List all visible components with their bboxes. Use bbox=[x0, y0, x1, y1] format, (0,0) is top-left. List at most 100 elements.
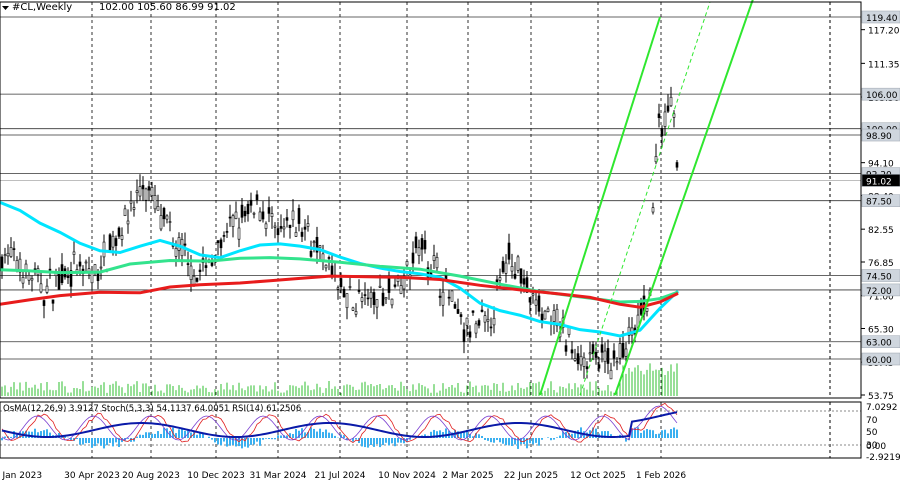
candle-body bbox=[388, 277, 390, 292]
candle-body bbox=[121, 236, 123, 240]
osma-bar bbox=[280, 435, 282, 438]
candle-body bbox=[496, 280, 498, 282]
osma-bar bbox=[208, 437, 210, 438]
candle-body bbox=[493, 318, 495, 325]
osma-bar bbox=[382, 438, 384, 445]
candle-body bbox=[298, 208, 300, 223]
candle-body bbox=[304, 227, 306, 229]
candle-body bbox=[655, 156, 657, 161]
dropdown-triangle-icon[interactable] bbox=[2, 6, 9, 10]
candle-body bbox=[382, 293, 384, 305]
osma-bar bbox=[499, 438, 501, 442]
candle-body bbox=[52, 300, 54, 303]
osma-bar bbox=[100, 438, 102, 446]
level-value: 91.02 bbox=[866, 177, 892, 187]
candle-body bbox=[289, 225, 291, 228]
osma-bar bbox=[313, 429, 315, 438]
osma-bar bbox=[4, 437, 6, 438]
indicator-tick-label: 0.00 bbox=[866, 442, 886, 452]
candle-body bbox=[220, 240, 222, 248]
osma-bar bbox=[673, 428, 675, 438]
candle-body bbox=[325, 265, 327, 268]
candle-body bbox=[574, 358, 576, 360]
candle-body bbox=[328, 257, 330, 258]
candle-body bbox=[664, 112, 666, 127]
osma-bar bbox=[265, 438, 267, 439]
osma-bar bbox=[361, 438, 363, 446]
osma-bar bbox=[220, 438, 222, 445]
trend-channel bbox=[540, 0, 757, 395]
candle-body bbox=[469, 332, 471, 337]
candle-body bbox=[580, 356, 582, 365]
osma-bar bbox=[676, 430, 678, 438]
osma-bar bbox=[112, 438, 114, 446]
date-label: 10 Dec 2023 bbox=[187, 471, 245, 481]
candle-body bbox=[34, 269, 36, 270]
date-label: 30 Apr 2023 bbox=[64, 471, 120, 481]
candle-body bbox=[424, 240, 426, 249]
osma-bar bbox=[481, 436, 483, 438]
candle-body bbox=[136, 191, 138, 193]
candle-body bbox=[310, 251, 312, 256]
moving-averages bbox=[0, 202, 678, 336]
osma-bar bbox=[79, 438, 81, 445]
level-value: 106.00 bbox=[866, 91, 898, 101]
osma-bar bbox=[496, 438, 498, 440]
candle-body bbox=[10, 247, 12, 256]
candle-body bbox=[457, 309, 459, 313]
osma-bar bbox=[643, 430, 645, 438]
candle-body bbox=[616, 362, 618, 363]
osma-bar bbox=[556, 437, 558, 438]
osma-bar bbox=[547, 437, 549, 438]
osma-bar bbox=[532, 438, 534, 444]
candle-body bbox=[211, 263, 213, 266]
candle-body bbox=[280, 226, 282, 228]
osma-bar bbox=[214, 438, 216, 442]
level-value: 60.00 bbox=[866, 356, 892, 366]
osma-bar bbox=[394, 438, 396, 446]
date-label: 12 Oct 2025 bbox=[570, 471, 626, 481]
osma-bar bbox=[373, 438, 375, 447]
candle-body bbox=[415, 237, 417, 248]
candle-body bbox=[229, 217, 231, 218]
osma-bar bbox=[292, 434, 294, 438]
osma-bar bbox=[322, 432, 324, 438]
candle-body bbox=[256, 195, 258, 200]
osma-bar bbox=[388, 438, 390, 445]
candle-body bbox=[151, 187, 153, 195]
osma-bar bbox=[88, 438, 90, 443]
osma-bar bbox=[325, 430, 327, 438]
candle-body bbox=[307, 224, 309, 227]
candle-body bbox=[400, 286, 402, 294]
date-label: 21 Jul 2024 bbox=[315, 471, 366, 481]
candle-body bbox=[586, 367, 588, 369]
candle-body bbox=[187, 264, 189, 265]
candle-body bbox=[268, 208, 270, 214]
candle-body bbox=[244, 211, 246, 216]
candle-body bbox=[49, 269, 51, 270]
candle-body bbox=[670, 97, 672, 106]
candle-body bbox=[499, 278, 501, 281]
osma-bar bbox=[508, 438, 510, 445]
level-lines bbox=[0, 17, 861, 359]
candle-body bbox=[343, 289, 345, 297]
osma-bar bbox=[379, 438, 381, 447]
candle-body bbox=[577, 354, 579, 364]
level-value: 72.00 bbox=[866, 287, 892, 297]
candle-body bbox=[367, 298, 369, 299]
candle-body bbox=[421, 238, 423, 249]
osma-bar bbox=[559, 436, 561, 438]
candle-body bbox=[46, 286, 48, 292]
candle-body bbox=[514, 274, 516, 278]
osma-bar bbox=[103, 438, 105, 448]
osma-bar bbox=[316, 432, 318, 438]
candle-body bbox=[226, 231, 228, 232]
osma-bar bbox=[229, 438, 231, 446]
candle-body bbox=[604, 351, 606, 362]
osma-bar bbox=[154, 434, 156, 438]
osma-bar bbox=[253, 438, 255, 445]
candle-body bbox=[313, 242, 315, 243]
date-label: 22 Jun 2025 bbox=[504, 471, 558, 481]
osma-bar bbox=[85, 438, 87, 443]
